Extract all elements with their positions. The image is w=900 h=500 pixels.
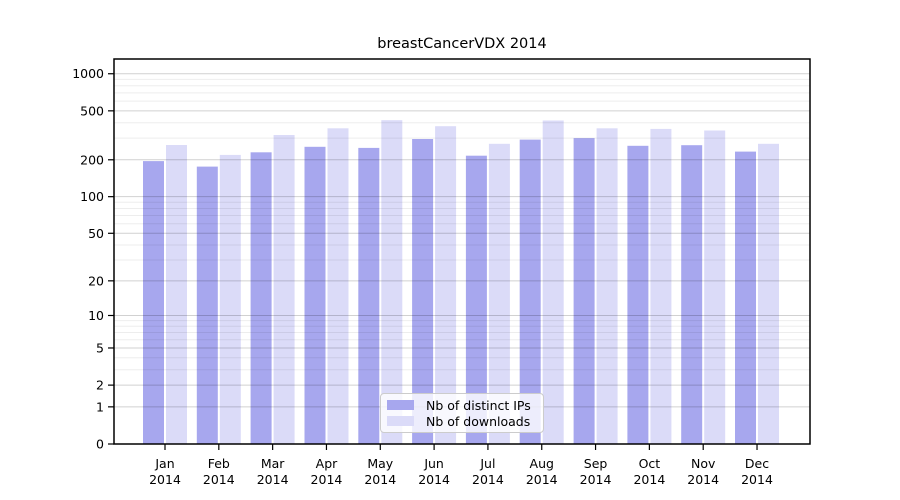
legend-swatch-distinct-ips xyxy=(387,400,414,410)
y-tick-label: 50 xyxy=(88,226,104,241)
x-tick-label-month: Feb xyxy=(208,456,230,471)
bar-jul-downloads xyxy=(488,143,510,445)
x-tick-label-month: Oct xyxy=(639,456,661,471)
x-tick-label-year: 2014 xyxy=(364,472,396,487)
x-tick-label-year: 2014 xyxy=(526,472,558,487)
bar-nov-distinct-ips xyxy=(681,145,703,444)
x-tick-label-year: 2014 xyxy=(203,472,235,487)
y-tick-label: 1000 xyxy=(72,66,104,81)
x-tick-label-month: Apr xyxy=(316,456,338,471)
y-tick-label: 1 xyxy=(96,399,104,414)
x-tick-label-month: Dec xyxy=(745,456,769,471)
y-tick-label: 200 xyxy=(80,152,104,167)
x-tick-label-year: 2014 xyxy=(472,472,504,487)
bar-jul-distinct-ips xyxy=(465,155,487,444)
y-tick-label: 20 xyxy=(88,273,104,288)
bar-feb-distinct-ips xyxy=(196,166,218,444)
y-tick-label: 5 xyxy=(96,340,104,355)
bar-sep-distinct-ips xyxy=(573,138,595,444)
x-tick-label-month: Jan xyxy=(154,456,174,471)
y-tick-label: 2 xyxy=(96,378,104,393)
bar-jan-downloads xyxy=(166,145,187,444)
bar-jun-downloads xyxy=(435,126,457,444)
bar-may-distinct-ips xyxy=(358,147,380,444)
x-tick-label-year: 2014 xyxy=(633,472,665,487)
x-tick-label-month: Mar xyxy=(261,456,285,471)
bar-aug-distinct-ips xyxy=(519,139,541,444)
x-tick-label-year: 2014 xyxy=(149,472,181,487)
y-tick-label: 10 xyxy=(88,308,104,323)
bar-apr-distinct-ips xyxy=(304,146,326,445)
bar-feb-downloads xyxy=(219,154,241,444)
x-tick-label-month: Jul xyxy=(479,456,495,471)
x-tick-label-year: 2014 xyxy=(687,472,719,487)
x-tick-label-month: Sep xyxy=(584,456,608,471)
x-tick-label-year: 2014 xyxy=(418,472,450,487)
legend-swatch-downloads xyxy=(387,416,414,426)
x-tick-label-year: 2014 xyxy=(741,472,773,487)
x-tick-label-month: May xyxy=(367,456,393,471)
legend-item-downloads: Nb of downloads xyxy=(387,413,535,429)
x-tick-label-year: 2014 xyxy=(257,472,289,487)
bar-mar-downloads xyxy=(273,135,295,444)
bar-sep-downloads xyxy=(596,128,618,445)
bar-jun-distinct-ips xyxy=(412,139,434,444)
chart-title: breastCancerVDX 2014 xyxy=(377,36,547,52)
bar-oct-distinct-ips xyxy=(627,145,649,445)
y-tick-label: 500 xyxy=(80,103,104,118)
x-tick-label-month: Jun xyxy=(423,456,444,471)
bar-mar-distinct-ips xyxy=(250,152,272,445)
x-tick-label-year: 2014 xyxy=(311,472,343,487)
bar-may-downloads xyxy=(381,120,403,444)
y-tick-label: 100 xyxy=(80,189,104,204)
legend-label-downloads: Nb of downloads xyxy=(426,413,531,429)
x-tick-label-year: 2014 xyxy=(580,472,612,487)
bar-oct-downloads xyxy=(650,128,672,444)
bar-jan-distinct-ips xyxy=(143,161,164,444)
bar-apr-downloads xyxy=(327,128,349,445)
bar-aug-downloads xyxy=(542,120,564,444)
legend-label-distinct-ips: Nb of distinct IPs xyxy=(426,397,531,413)
x-tick-label-month: Nov xyxy=(691,456,716,471)
legend-item-distinct-ips: Nb of distinct IPs xyxy=(387,397,535,413)
y-tick-label: 0 xyxy=(96,437,104,452)
x-tick-label-month: Aug xyxy=(530,456,554,471)
bar-dec-distinct-ips xyxy=(735,151,756,444)
plot-border xyxy=(113,58,811,445)
legend: Nb of distinct IPs Nb of downloads xyxy=(380,393,544,433)
bar-dec-downloads xyxy=(758,143,779,445)
bar-nov-downloads xyxy=(704,130,726,444)
